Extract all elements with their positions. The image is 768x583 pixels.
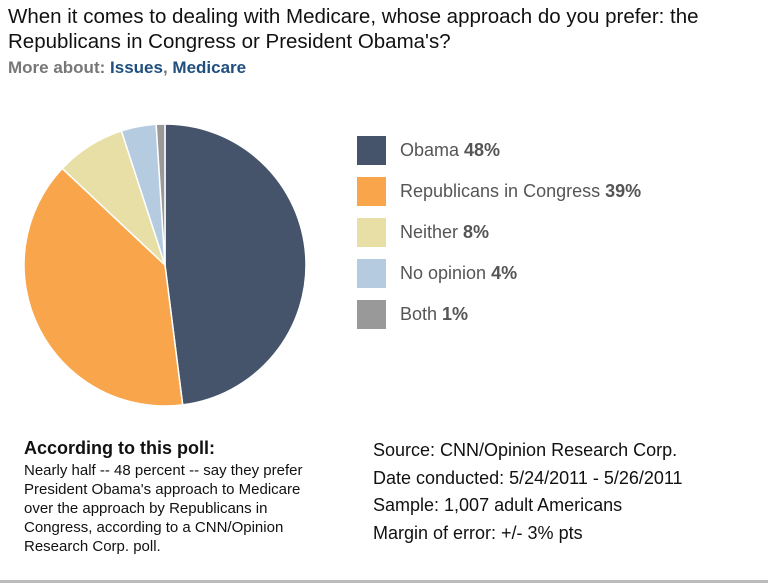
legend-name: Obama [400,140,465,160]
link-issues[interactable]: Issues [110,58,163,77]
legend-name: Both [400,304,443,324]
pie-slice-republicans-in-congress [23,167,184,407]
poll-meta: Source: CNN/Opinion Research Corp. Date … [373,437,683,547]
pie-chart [23,123,307,407]
divider [0,580,768,583]
legend-name: Republicans in Congress [400,181,606,201]
legend-label: Neither 8% [400,222,489,243]
legend: Obama 48% Republicans in Congress 39% Neit… [357,130,641,335]
legend-item: Republicans in Congress 39% [357,171,641,212]
date-conducted: Date conducted: 5/24/2011 - 5/26/2011 [373,467,683,488]
legend-value: 8% [463,222,490,242]
margin-of-error: Margin of error: +/- 3% pts [373,522,583,543]
source: Source: CNN/Opinion Research Corp. [373,440,678,460]
legend-swatch [357,136,386,165]
legend-label: Obama 48% [400,140,500,161]
legend-name: Neither [400,222,464,242]
link-medicare[interactable]: Medicare [172,58,247,77]
legend-label: No opinion 4% [400,263,517,284]
legend-swatch [357,300,386,329]
legend-item: No opinion 4% [357,253,641,294]
legend-item: Obama 48% [357,130,641,171]
pie-slice-obama [164,123,307,406]
legend-item: Neither 8% [357,212,641,253]
poll-summary: According to this poll: Nearly half -- 4… [24,438,324,556]
more-about: More about: Issues, Medicare [8,58,247,77]
legend-swatch [357,259,386,288]
question-title: When it comes to dealing with Medicare, … [8,5,699,53]
pie-slice-both [155,123,166,266]
legend-swatch [357,218,386,247]
poll-text: Nearly half -- 48 percent -- say they pr… [24,462,303,555]
legend-label: Republicans in Congress 39% [400,181,641,202]
legend-value: 39% [605,181,642,201]
legend-name: No opinion [400,263,492,283]
legend-label: Both 1% [400,304,468,325]
legend-value: 1% [442,304,469,324]
legend-value: 48% [464,140,501,160]
legend-swatch [357,177,386,206]
legend-item: Both 1% [357,294,641,335]
legend-value: 4% [491,263,518,283]
poll-heading: According to this poll: [24,438,215,458]
sample: Sample: 1,007 adult Americans [373,495,623,515]
